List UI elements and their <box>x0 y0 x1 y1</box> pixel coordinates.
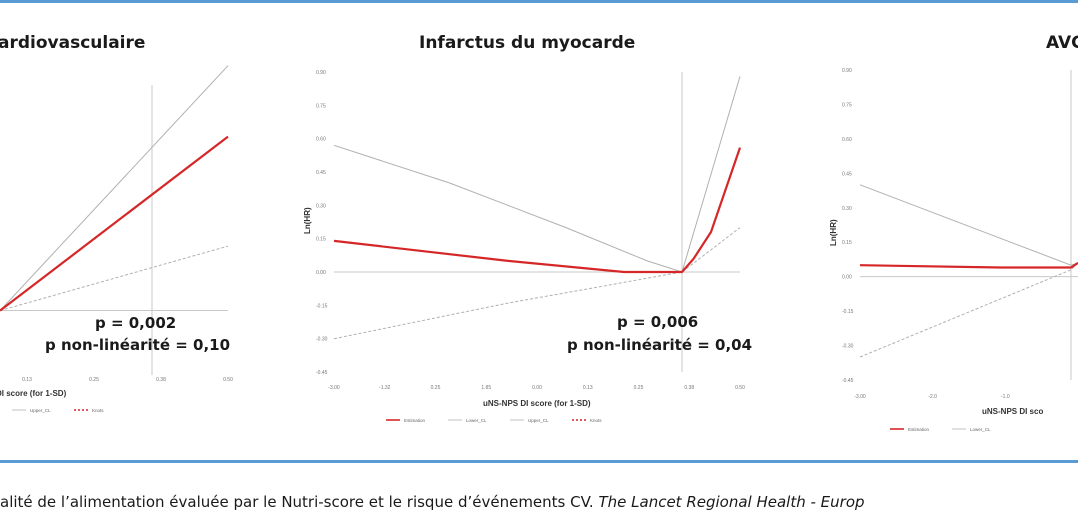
x-tick-label: -3.00 <box>854 394 866 400</box>
y-tick-label: 0.45 <box>842 171 852 177</box>
y-tick-labels: 0.90 0.75 0.60 0.45 0.30 0.15 0.00 -0.15 -0.30 -0… <box>842 68 854 384</box>
legend-label: Estimation <box>908 427 930 432</box>
x-tick-label: 0.25 <box>634 385 644 391</box>
series-estimate <box>859 261 1078 269</box>
y-tick-label: -0.45 <box>842 378 854 384</box>
y-tick-label: -0.45 <box>316 370 328 376</box>
series-estimate <box>0 135 229 312</box>
series-lower <box>333 227 741 340</box>
y-tick-label: 0.75 <box>842 102 852 108</box>
series-lower <box>0 245 229 312</box>
x-axis-label: DI score (for 1-SD) <box>0 389 67 398</box>
x-tick-labels: 0.13 0.25 0.38 0.50 <box>22 377 233 383</box>
y-tick-label: 0.00 <box>316 270 326 276</box>
panel-title: Infarctus du myocarde <box>419 33 635 53</box>
y-tick-label: 0.75 <box>316 103 326 109</box>
series-upper <box>0 65 229 311</box>
y-tick-label: 0.45 <box>316 170 326 176</box>
p-value: p = 0,002 <box>95 314 176 332</box>
x-tick-labels: -3.00 -2.0 -1.0 <box>854 394 1010 400</box>
x-tick-label: 0.25 <box>431 385 441 391</box>
legend: Estimation Lower_CL <box>890 427 991 432</box>
p-nonlinearity: p non-linéarité = 0,10 <box>45 336 230 354</box>
x-tick-label: 0.25 <box>89 377 99 383</box>
legend-label: Lower_CL <box>466 418 487 423</box>
y-tick-label: 0.00 <box>842 275 852 281</box>
x-tick-label: -1.32 <box>379 385 391 391</box>
y-tick-label: 0.90 <box>316 70 326 76</box>
x-tick-label: 0.13 <box>22 377 32 383</box>
x-tick-label: 0.50 <box>223 377 233 383</box>
plot-area <box>333 72 742 372</box>
y-tick-label: -0.30 <box>842 344 854 350</box>
x-tick-label: 0.13 <box>583 385 593 391</box>
legend: Upper_CL Knots <box>12 408 104 413</box>
y-tick-label: 0.15 <box>316 237 326 243</box>
x-tick-label: -1.0 <box>1001 394 1010 400</box>
x-tick-label: 0.50 <box>735 385 745 391</box>
panel-title: AVC <box>1046 33 1078 53</box>
y-axis-label: Ln(HR) <box>303 207 312 234</box>
top-rule <box>0 0 1078 3</box>
bottom-rule <box>0 460 1078 463</box>
x-axis-label: uNS-NPS DI sco <box>982 407 1043 416</box>
y-tick-label: -0.15 <box>316 303 328 309</box>
figure-caption: alité de l’alimentation évaluée par le N… <box>0 493 1078 511</box>
y-tick-labels: 0.90 0.75 0.60 0.45 0.30 0.15 0.00 -0.15 -0.30 -0… <box>316 70 328 376</box>
plot-area <box>0 65 229 375</box>
legend-label: Upper_CL <box>528 418 549 423</box>
legend-label: Upper_CL <box>30 408 51 413</box>
caption-text: alité de l’alimentation évaluée par le N… <box>0 493 594 511</box>
panel-cardiovasculaire: ardiovasculaire 0.13 0.25 0.38 0.50 p = 0,0… <box>0 33 233 413</box>
x-tick-label: -2.0 <box>928 394 937 400</box>
y-tick-label: 0.60 <box>842 137 852 143</box>
y-tick-label: 0.90 <box>842 68 852 74</box>
y-tick-label: -0.15 <box>842 309 854 315</box>
x-tick-label: 0.38 <box>684 385 694 391</box>
p-nonlinearity: p non-linéarité = 0,04 <box>567 336 752 354</box>
series-upper <box>859 184 1078 266</box>
legend: Estimation Lower_CL Upper_CL Knots <box>386 418 602 423</box>
figure-panels: ardiovasculaire 0.13 0.25 0.38 0.50 p = 0,0… <box>0 33 1078 432</box>
x-tick-label: 0.38 <box>156 377 166 383</box>
legend-label: Estimation <box>404 418 426 423</box>
x-tick-label: 0.00 <box>532 385 542 391</box>
legend-label: Knots <box>92 408 104 413</box>
legend-label: Lower_CL <box>970 427 991 432</box>
panel-infarctus: Infarctus du myocarde 0.900.750.600.450.… <box>303 33 752 423</box>
plot-area <box>859 70 1078 380</box>
y-tick-label: 0.30 <box>842 206 852 212</box>
series-upper <box>333 76 741 273</box>
x-tick-labels: -3.00 -1.32 0.25 1.85 0.00 0.13 0.25 0.38 0.50 <box>328 385 745 391</box>
y-tick-label: 0.30 <box>316 203 326 209</box>
x-axis-label: uNS-NPS DI score (for 1-SD) <box>483 399 591 408</box>
x-tick-label: 1.85 <box>481 385 491 391</box>
panel-title: ardiovasculaire <box>0 33 145 53</box>
y-tick-label: 0.15 <box>842 240 852 246</box>
legend-label: Knots <box>590 418 602 423</box>
series-estimate <box>333 147 742 274</box>
y-tick-label: 0.60 <box>316 137 326 143</box>
panel-avc: AVC 0.90 0.75 0.60 0.45 0.30 0.15 0.00 -0.15 -0.… <box>829 33 1078 432</box>
y-tick-label: -0.30 <box>316 337 328 343</box>
series-lower <box>859 262 1078 358</box>
x-tick-label: -3.00 <box>328 385 340 391</box>
y-axis-label: Ln(HR) <box>829 219 838 246</box>
caption-source: The Lancet Regional Health - Europ <box>598 493 865 511</box>
p-value: p = 0,006 <box>617 313 698 331</box>
